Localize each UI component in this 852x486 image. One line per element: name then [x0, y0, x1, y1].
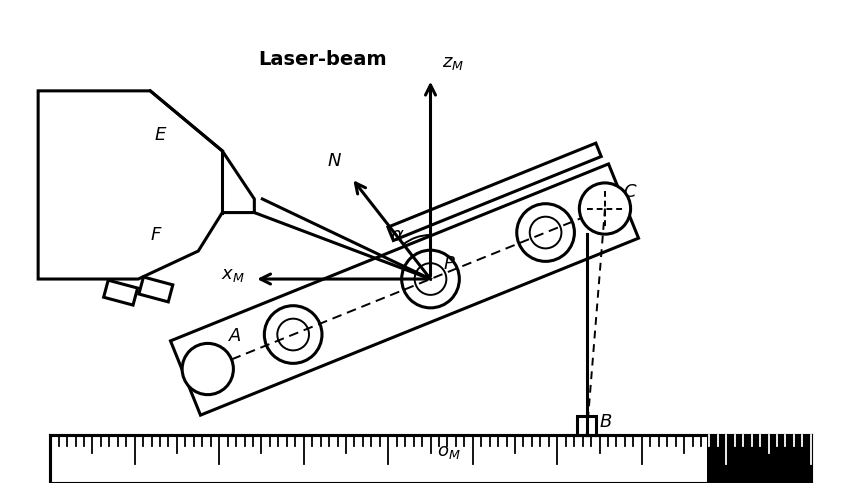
Text: $E$: $E$ — [154, 126, 167, 144]
Text: $C$: $C$ — [622, 183, 636, 201]
Polygon shape — [170, 164, 638, 415]
Text: $o_M$: $o_M$ — [436, 443, 460, 461]
Text: Laser-beam: Laser-beam — [257, 50, 386, 69]
Circle shape — [516, 204, 573, 261]
Polygon shape — [50, 435, 810, 483]
Text: $B$: $B$ — [598, 413, 611, 431]
Polygon shape — [576, 416, 596, 435]
Circle shape — [414, 263, 446, 295]
Circle shape — [264, 306, 321, 364]
Polygon shape — [104, 280, 137, 305]
Polygon shape — [706, 435, 810, 483]
Text: $x_M$: $x_M$ — [221, 266, 245, 284]
Polygon shape — [388, 143, 601, 241]
Polygon shape — [139, 277, 173, 302]
Circle shape — [277, 319, 308, 350]
Circle shape — [579, 183, 630, 234]
Circle shape — [401, 250, 458, 308]
Text: $F$: $F$ — [150, 226, 163, 244]
Text: $z_M$: $z_M$ — [441, 54, 463, 72]
Circle shape — [529, 217, 561, 248]
Text: $\alpha$: $\alpha$ — [389, 226, 404, 244]
Text: $P$: $P$ — [442, 255, 455, 273]
Polygon shape — [38, 91, 254, 279]
Circle shape — [182, 344, 233, 395]
Text: $N$: $N$ — [326, 152, 342, 170]
Text: $A$: $A$ — [227, 327, 241, 345]
